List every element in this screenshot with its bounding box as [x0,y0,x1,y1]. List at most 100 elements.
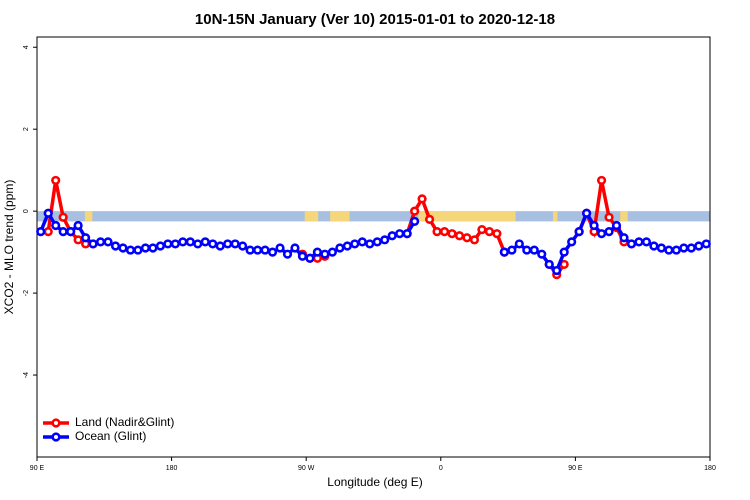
point [36,227,46,237]
point [51,175,61,186]
point [312,247,323,257]
point [619,233,629,243]
series-line [46,180,632,278]
point [410,216,420,226]
point [417,194,427,204]
point [514,239,524,249]
point [155,241,165,251]
point [679,243,689,253]
point [365,239,375,249]
point [230,239,240,249]
point [641,237,652,247]
y-tick-label: 2 [23,127,30,131]
point [469,235,480,245]
point [297,251,308,261]
point [58,227,68,237]
point [66,227,76,237]
point [582,208,592,218]
ocean-band [37,211,710,222]
point [402,229,412,239]
point [178,237,188,247]
point [634,237,644,247]
point [424,214,435,224]
point [335,243,345,253]
point [245,245,255,255]
y-axis-label: XCO2 - MLO trend (ppm) [2,180,16,315]
legend-marker [51,418,61,428]
x-tick-label: 90 W [298,465,315,472]
point [439,227,450,237]
point [492,229,502,239]
point [73,235,83,245]
point [200,237,210,247]
point [507,245,517,255]
point [694,241,704,251]
point [133,245,143,255]
point [454,231,465,241]
point [701,239,711,249]
point [267,247,278,257]
point [596,229,607,239]
point [559,247,569,257]
point [58,212,68,222]
point [664,245,674,255]
point [208,239,218,249]
point [252,245,263,255]
point [611,220,622,231]
land-patch [330,211,350,222]
point [88,239,98,249]
point [574,227,584,237]
land-patch [552,211,558,222]
point [223,239,233,249]
point [567,237,577,247]
point [395,229,405,239]
point [125,245,136,255]
point [163,239,173,249]
point [589,220,599,231]
plot-frame [36,36,711,458]
point [604,227,614,237]
point [499,247,509,257]
point [342,241,352,251]
x-tick-label: 180 [704,465,716,472]
legend-marker [51,432,61,442]
x-tick-label: 90 E [30,465,45,472]
point [656,243,666,253]
point [118,243,128,253]
point [372,237,382,247]
point [193,239,203,249]
point [522,245,532,255]
point [320,249,330,259]
point [410,206,420,216]
point [380,235,390,245]
point [282,249,293,259]
point [596,175,607,186]
y-tick-label: 0 [23,209,30,213]
point [552,265,562,276]
point [477,224,487,235]
legend-label: Ocean (Glint) [75,429,146,443]
point [43,208,53,218]
point [604,212,614,222]
land-patch [304,211,319,222]
point [327,247,337,257]
point [148,243,158,253]
point [626,239,637,249]
point [110,241,121,251]
point [544,259,554,270]
point [170,239,180,249]
point [290,243,300,253]
chart-title: 10N-15N January (Ver 10) 2015-01-01 to 2… [195,11,555,28]
y-tick-label: -2 [23,290,30,296]
point [260,245,270,255]
land-patch [84,211,93,222]
legend-label: Land (Nadir&Glint) [75,415,174,429]
point [51,220,61,231]
point [387,231,397,241]
point [305,253,315,263]
x-axis-label: Longitude (deg E) [327,475,422,489]
point [81,233,91,243]
land-patch [418,211,516,222]
point [43,227,53,237]
